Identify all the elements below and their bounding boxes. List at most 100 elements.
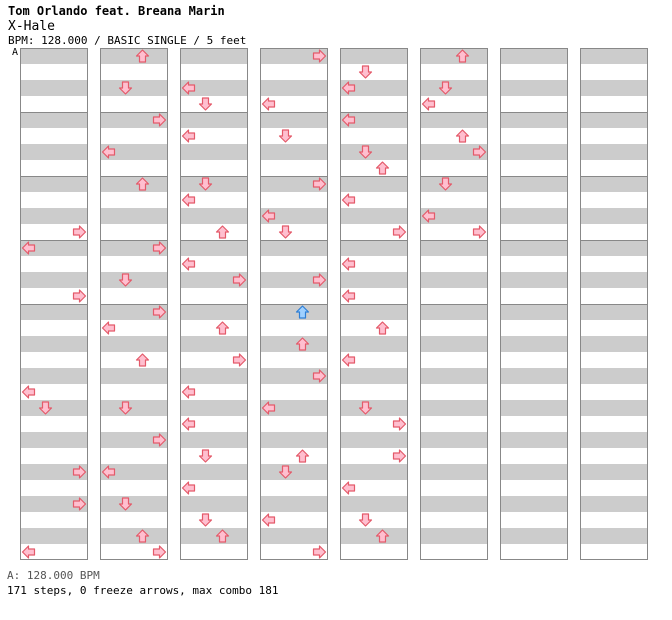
beat-stripe — [100, 144, 168, 160]
step-arrow-down — [38, 401, 53, 415]
chart-column — [340, 48, 408, 560]
step-arrow-right — [312, 177, 327, 191]
beat-stripe — [20, 400, 88, 416]
beat-stripe — [500, 368, 568, 384]
step-arrow-left — [181, 193, 196, 207]
step-arrow-right — [472, 145, 487, 159]
beat-stripe — [100, 240, 168, 256]
step-arrow-down — [278, 225, 293, 239]
step-arrow-up — [295, 337, 310, 351]
beat-stripe — [180, 272, 248, 288]
beat-stripe — [500, 464, 568, 480]
column-border — [260, 48, 328, 560]
step-arrow-up — [135, 177, 150, 191]
beat-stripe — [100, 176, 168, 192]
beat-stripe — [340, 464, 408, 480]
beat-stripe — [340, 528, 408, 544]
song-artist: Tom Orlando feat. Breana Marin — [8, 4, 225, 18]
beat-stripe — [580, 272, 648, 288]
step-arrow-up — [455, 49, 470, 63]
step-arrow-up — [215, 321, 230, 335]
beat-stripe — [260, 336, 328, 352]
beat-stripe — [20, 144, 88, 160]
beat-stripe — [180, 528, 248, 544]
step-arrow-left — [341, 289, 356, 303]
beat-stripe — [100, 80, 168, 96]
beat-stripe — [260, 496, 328, 512]
step-arrow-down — [198, 513, 213, 527]
beat-stripe — [420, 368, 488, 384]
beat-stripe — [180, 240, 248, 256]
beat-stripe — [420, 144, 488, 160]
step-arrow-left — [261, 209, 276, 223]
beat-stripe — [260, 368, 328, 384]
step-arrow-down — [118, 81, 133, 95]
step-arrow-down — [118, 401, 133, 415]
beat-stripe — [580, 240, 648, 256]
beat-stripe — [420, 48, 488, 64]
step-arrow-left — [181, 481, 196, 495]
step-arrow-down — [358, 145, 373, 159]
beat-stripe — [260, 400, 328, 416]
step-arrow-right — [72, 465, 87, 479]
beat-stripe — [420, 240, 488, 256]
step-arrow-down — [118, 497, 133, 511]
beat-stripe — [340, 304, 408, 320]
beat-stripe — [340, 80, 408, 96]
step-arrow-left — [181, 417, 196, 431]
step-arrow-right — [392, 225, 407, 239]
beat-stripe — [500, 240, 568, 256]
song-title: X-Hale — [8, 19, 55, 34]
step-arrow-left — [341, 353, 356, 367]
beat-stripe — [580, 528, 648, 544]
step-arrow-down — [278, 465, 293, 479]
step-arrow-up — [135, 49, 150, 63]
beat-stripe — [260, 48, 328, 64]
step-arrow-left — [261, 513, 276, 527]
beat-stripe — [500, 272, 568, 288]
beat-stripe — [260, 144, 328, 160]
beat-stripe — [500, 432, 568, 448]
beat-stripe — [500, 112, 568, 128]
beat-stripe — [340, 336, 408, 352]
step-arrow-up — [375, 321, 390, 335]
beat-stripe — [580, 336, 648, 352]
beat-stripe — [20, 112, 88, 128]
step-arrow-right — [312, 273, 327, 287]
beat-stripe — [420, 112, 488, 128]
beat-stripe — [100, 464, 168, 480]
beat-stripe — [100, 272, 168, 288]
step-arrow-right — [312, 49, 327, 63]
beat-stripe — [260, 80, 328, 96]
step-arrow-left — [181, 257, 196, 271]
beat-stripe — [340, 112, 408, 128]
beat-stripe — [180, 208, 248, 224]
step-arrow-down — [358, 65, 373, 79]
beat-stripe — [100, 432, 168, 448]
step-arrow-right — [152, 113, 167, 127]
step-arrow-left — [421, 97, 436, 111]
beat-stripe — [340, 432, 408, 448]
beat-stripe — [100, 112, 168, 128]
beat-stripe — [420, 80, 488, 96]
column-border — [100, 48, 168, 560]
step-arrow-left — [21, 545, 36, 559]
beat-stripe — [180, 112, 248, 128]
beat-stripe — [260, 272, 328, 288]
step-arrow-up — [295, 305, 310, 319]
beat-stripe — [500, 528, 568, 544]
beat-stripe — [20, 496, 88, 512]
step-arrow-right — [472, 225, 487, 239]
step-arrow-up — [215, 529, 230, 543]
beat-stripe — [340, 176, 408, 192]
beat-stripe — [20, 304, 88, 320]
beat-stripe — [340, 48, 408, 64]
beat-stripe — [20, 48, 88, 64]
footer-bpm: A: 128.000 BPM — [7, 569, 100, 582]
beat-stripe — [340, 496, 408, 512]
beat-stripe — [20, 368, 88, 384]
step-arrow-left — [341, 81, 356, 95]
beat-stripe — [420, 208, 488, 224]
bpm-marker-label: A — [12, 47, 19, 58]
beat-stripe — [100, 48, 168, 64]
